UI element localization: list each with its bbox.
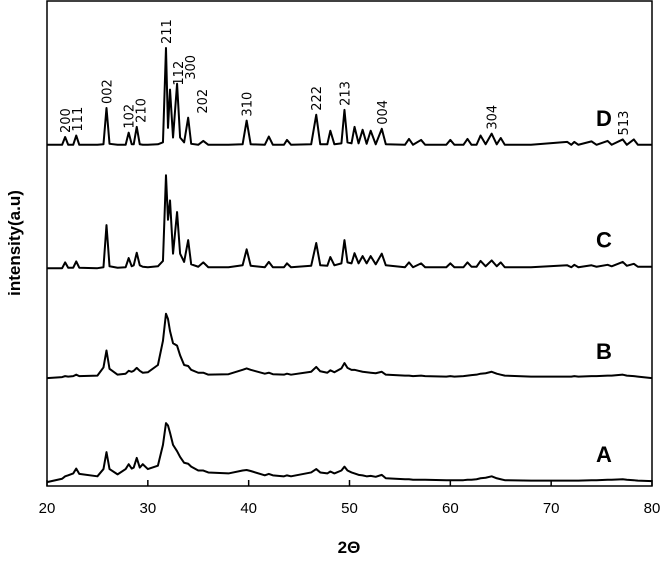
peak-annotation: 300 <box>184 55 199 80</box>
peak-annotation: 304 <box>486 105 501 130</box>
peak-annotation: 112 <box>172 61 187 86</box>
peak-annotation: 211 <box>160 19 175 44</box>
series-line <box>46 422 653 484</box>
series-label: C <box>596 228 612 253</box>
peak-annotation: 222 <box>310 86 325 111</box>
series-line <box>47 174 652 270</box>
x-axis-title: 2Θ <box>338 538 361 557</box>
series-line <box>46 312 653 380</box>
peak-annotation: 102 <box>123 104 138 129</box>
x-tick-label: 20 <box>39 500 56 517</box>
x-tick-label: 60 <box>442 500 459 517</box>
x-tick-label: 30 <box>139 500 156 517</box>
x-tick-label: 50 <box>341 500 358 517</box>
y-axis-title: intensity(a.u) <box>5 190 24 296</box>
series-line <box>47 46 652 146</box>
peak-annotation: 310 <box>241 92 256 117</box>
peak-annotation: 111 <box>71 107 86 132</box>
peak-annotation: 004 <box>376 100 391 125</box>
peak-annotation: 513 <box>617 111 632 136</box>
series-label: B <box>596 339 612 364</box>
peak-annotation: 213 <box>338 81 353 106</box>
x-tick-label: 80 <box>644 500 661 517</box>
peak-annotation: 002 <box>100 79 115 104</box>
peak-annotation: 200 <box>59 108 74 133</box>
peak-annotation: 210 <box>135 98 150 123</box>
series-label: D <box>596 106 612 131</box>
series-label: A <box>596 442 612 467</box>
x-tick-label: 40 <box>240 500 257 517</box>
peak-annotation: 202 <box>196 89 211 114</box>
x-tick-label: 70 <box>543 500 560 517</box>
plot-frame <box>46 0 653 487</box>
